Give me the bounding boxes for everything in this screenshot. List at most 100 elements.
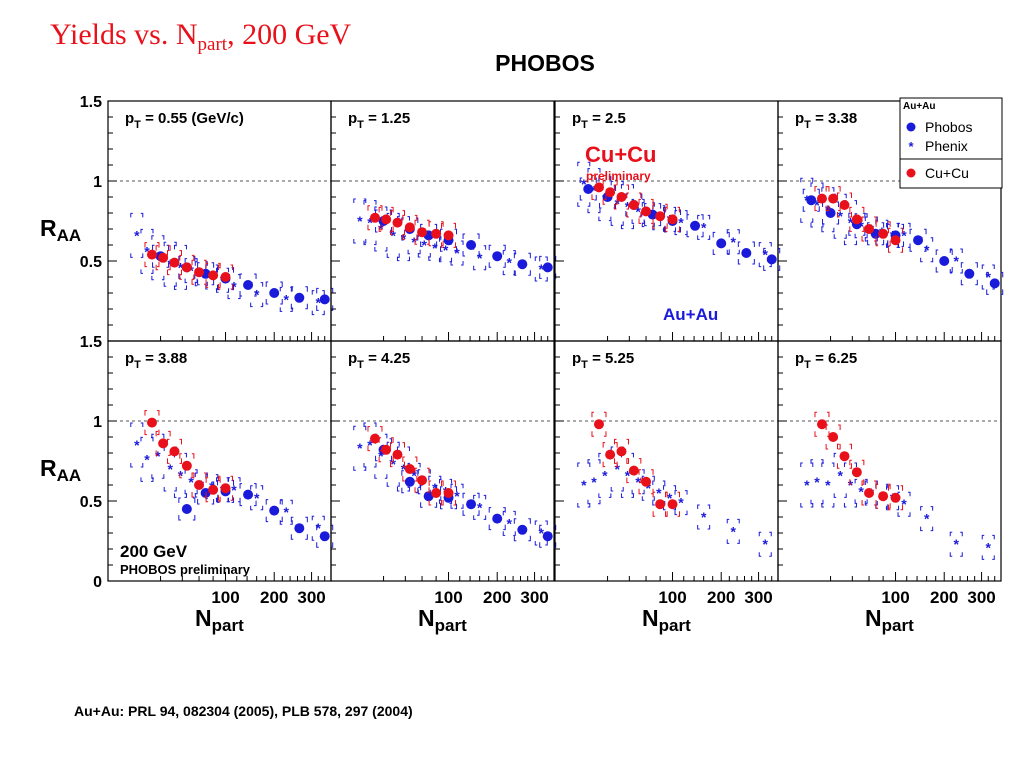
phenix-point: * — [625, 199, 631, 215]
phenix-point: * — [316, 520, 322, 536]
phobos-point — [542, 531, 553, 542]
phenix-point: * — [954, 253, 960, 269]
phenix-error — [130, 422, 144, 468]
cucu-point — [816, 419, 827, 430]
phenix-point: * — [454, 488, 460, 504]
phobos-point — [913, 235, 924, 246]
cucu-label: Cu+Cu — [585, 142, 657, 167]
cucu-point — [828, 432, 839, 442]
phenix-point: * — [635, 203, 641, 219]
phobos-error — [420, 223, 438, 247]
cucu-point — [605, 449, 616, 460]
cucu-point — [169, 257, 180, 268]
phenix-point: * — [390, 227, 396, 243]
phenix-point: * — [357, 440, 363, 456]
phenix-error — [854, 213, 868, 239]
cucu-point — [667, 214, 678, 225]
phobos-error — [513, 518, 531, 542]
phenix-error — [854, 478, 868, 504]
phenix-error — [641, 202, 655, 228]
phenix-error — [758, 531, 772, 557]
phobos-error — [265, 281, 283, 305]
phobos-point — [766, 254, 777, 265]
cucu-error — [814, 186, 830, 212]
slide-title-main: Yields vs. N — [50, 18, 198, 51]
phobos-point — [181, 504, 192, 514]
phobos-error — [290, 516, 308, 540]
cucu-point — [181, 460, 192, 471]
phobos-point — [269, 288, 280, 298]
cucu-error — [441, 222, 457, 248]
phenix-error — [450, 483, 464, 509]
cucu-point — [864, 224, 875, 234]
phenix-error — [396, 446, 410, 492]
phenix-point: * — [667, 490, 673, 506]
phenix-point: * — [316, 295, 322, 311]
cucu-error — [836, 192, 852, 218]
panel-label: pT = 4.25 — [348, 350, 410, 371]
phenix-error — [726, 229, 740, 255]
phenix-error — [610, 180, 624, 226]
y-axis-label: RAA — [40, 215, 81, 245]
phobos-point — [294, 292, 305, 303]
reference-citation: Au+Au: PRL 94, 082304 (2005), PLB 578, 2… — [74, 703, 413, 719]
cucu-error — [367, 205, 383, 231]
phenix-error — [587, 168, 601, 214]
x-tick-label: 200 — [260, 588, 288, 607]
phenix-point: * — [614, 461, 620, 477]
phenix-point: * — [178, 467, 184, 483]
legend-box — [899, 97, 1003, 189]
cucu-error — [591, 411, 607, 437]
cucu-error — [602, 442, 618, 468]
panel-4: ************* — [777, 100, 1004, 342]
panel-label: pT = 6.25 — [795, 350, 857, 371]
phobos-error — [440, 486, 458, 510]
phenix-point: * — [401, 461, 407, 477]
cucu-error — [367, 426, 383, 452]
phobos-error — [401, 470, 419, 494]
phenix-error — [577, 462, 591, 508]
phenix-point: * — [134, 437, 140, 453]
phenix-error — [353, 425, 367, 471]
phenix-error — [758, 242, 772, 268]
cucu-error — [613, 438, 629, 464]
slide-title-sub: part — [197, 34, 228, 55]
phenix-point: * — [646, 480, 652, 496]
cucu-error — [665, 206, 681, 232]
phenix-error — [897, 491, 911, 517]
phobos-error — [462, 233, 480, 257]
panel-label: pT = 1.25 — [348, 110, 410, 131]
phenix-point: * — [635, 474, 641, 490]
phenix-point: * — [986, 269, 992, 285]
phobos-point — [517, 524, 528, 535]
phenix-error — [386, 212, 400, 258]
phenix-error — [363, 200, 377, 246]
phenix-error — [502, 250, 516, 276]
cucu-error — [638, 469, 654, 495]
x-tick-label: 100 — [434, 588, 462, 607]
phenix-error — [810, 182, 824, 228]
phenix-point: * — [825, 477, 831, 493]
cucu-point — [593, 182, 604, 193]
legend-phenix-marker: * — [908, 139, 914, 154]
phenix-error — [140, 228, 154, 274]
y-tick-label: 1 — [93, 414, 102, 431]
phenix-error — [428, 475, 442, 501]
panel-2: * * * * * * * * * * * * * — [330, 100, 557, 342]
phenix-error — [697, 504, 711, 530]
phobos-point — [269, 505, 280, 516]
cucu-point — [381, 444, 392, 455]
phobos-point — [806, 195, 817, 206]
cucu-error — [849, 206, 865, 232]
cucu-point — [194, 267, 205, 278]
phenix-point: * — [254, 287, 260, 303]
phobos-point — [939, 256, 950, 266]
legend-header: Au+Au — [903, 101, 936, 112]
panel-3: ************* — [554, 100, 781, 342]
cucu-point — [816, 193, 827, 204]
phobos-error — [217, 479, 235, 503]
phenix-point: * — [167, 461, 173, 477]
phobos-error — [664, 209, 682, 233]
cucu-error — [613, 184, 629, 210]
